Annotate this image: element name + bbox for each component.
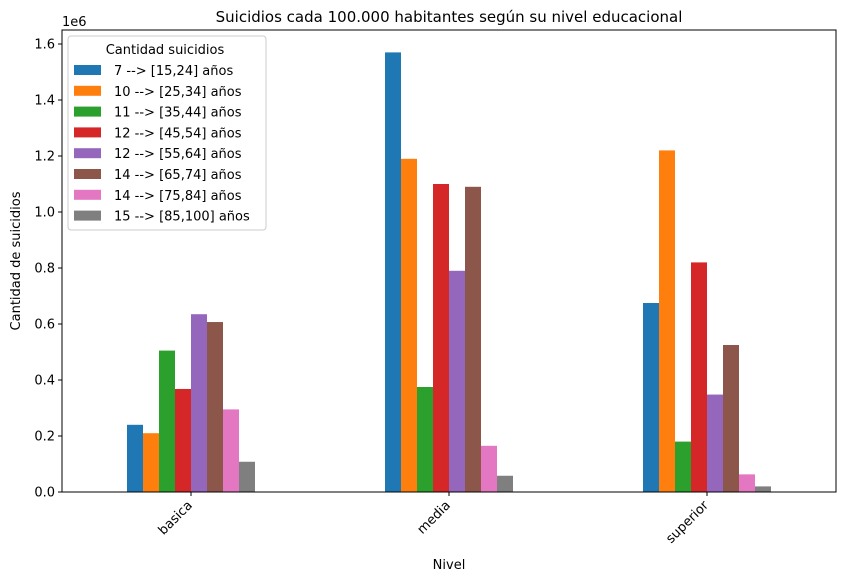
y-tick-label: 0.4	[34, 374, 55, 389]
y-tick-label: 1.0	[34, 206, 55, 221]
y-tick-label: 1.4	[34, 94, 55, 109]
bar	[159, 350, 175, 492]
y-axis-label: Cantidad de suicidios	[9, 191, 24, 330]
bar	[127, 424, 143, 492]
bars-layer	[127, 52, 771, 493]
x-tick-label: basica	[156, 498, 196, 538]
bar	[223, 409, 239, 492]
bar	[449, 270, 465, 492]
bar	[465, 186, 481, 493]
bar	[143, 433, 159, 492]
bar	[707, 394, 723, 492]
bar	[175, 388, 191, 492]
legend-entry: 10 --> [25,34] años	[114, 85, 242, 100]
bar	[207, 322, 223, 492]
legend-entry: 14 --> [75,84] años	[114, 189, 242, 204]
legend-box	[67, 35, 267, 231]
bar	[675, 441, 691, 492]
y-tick-label: 0.6	[34, 318, 55, 333]
bar	[739, 474, 755, 492]
x-axis: basica media superior	[156, 492, 712, 547]
bar	[659, 150, 675, 492]
legend-swatch	[74, 127, 101, 138]
y-axis: 0.0 0.2 0.4 0.6 0.8 1.0 1.2 1.4 1.6	[34, 38, 62, 501]
bar	[643, 303, 659, 492]
legend-swatch	[74, 85, 101, 96]
bar	[385, 52, 401, 493]
x-axis-label: Nivel	[433, 558, 466, 573]
legend-swatch	[74, 106, 101, 117]
y-tick-label: 1.6	[34, 38, 55, 53]
y-tick-label: 0.2	[34, 430, 55, 445]
legend-entry: 7 --> [15,24] años	[114, 64, 233, 79]
bar	[691, 262, 707, 492]
legend-swatch	[74, 65, 101, 75]
legend-entry: 12 --> [45,54] años	[114, 126, 242, 141]
bar	[723, 345, 739, 492]
legend-entry: 11 --> [35,44] años	[114, 106, 242, 121]
bar	[481, 445, 497, 492]
bar	[417, 387, 433, 492]
bar	[191, 314, 207, 492]
bar	[755, 486, 771, 492]
legend-swatch	[74, 169, 101, 179]
y-tick-label: 0.8	[34, 262, 55, 277]
legend-entry: 12 --> [55,64] años	[114, 147, 242, 162]
bar	[239, 461, 255, 492]
y-tick-label: 1.2	[34, 150, 55, 165]
legend-entry: 15 --> [85,100] años	[114, 210, 250, 225]
legend: Cantidad suicidios 7 --> [15,24] años 10 -…	[67, 35, 267, 231]
legend-swatch	[74, 210, 101, 221]
y-tick-label: 0.0	[34, 486, 55, 501]
bar	[497, 475, 513, 492]
y-offset-label: 1e6	[62, 15, 87, 30]
legend-swatch	[74, 148, 101, 159]
x-tick-label: superior	[663, 498, 712, 547]
legend-swatch	[74, 189, 101, 200]
chart-title: Suicidios cada 100.000 habitantes según …	[216, 8, 683, 26]
bar	[433, 184, 449, 492]
legend-title: Cantidad suicidios	[106, 43, 225, 58]
legend-entry: 14 --> [65,74] años	[114, 168, 242, 183]
x-tick-label: media	[415, 498, 454, 537]
bar	[401, 158, 417, 493]
